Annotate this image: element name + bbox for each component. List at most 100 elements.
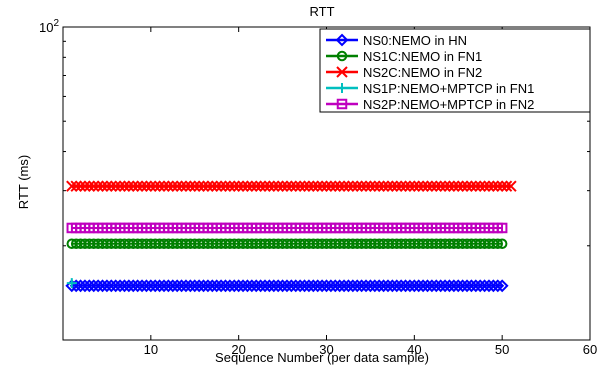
data-point xyxy=(188,279,202,293)
data-point xyxy=(211,180,223,192)
data-point xyxy=(105,180,118,192)
data-point xyxy=(162,180,175,192)
data-point xyxy=(241,279,254,293)
data-point xyxy=(486,279,500,293)
data-point xyxy=(328,279,342,293)
data-point xyxy=(201,279,215,293)
data-point xyxy=(350,279,364,293)
data-point xyxy=(131,180,144,192)
data-point xyxy=(153,279,167,293)
data-point xyxy=(127,180,139,192)
data-point xyxy=(324,279,338,293)
data-point xyxy=(166,279,180,293)
data-point xyxy=(140,180,153,192)
data-point xyxy=(347,180,359,192)
data-point xyxy=(171,180,183,192)
data-point xyxy=(123,180,135,192)
data-point xyxy=(368,279,382,293)
data-point xyxy=(469,279,483,293)
data-point xyxy=(284,279,298,293)
data-point xyxy=(135,279,149,293)
data-point xyxy=(91,279,105,293)
data-point xyxy=(443,180,456,192)
data-point xyxy=(241,180,254,192)
data-point xyxy=(377,279,391,293)
x-tick-label: 60 xyxy=(583,342,597,357)
data-point xyxy=(219,279,232,293)
series-0 xyxy=(65,279,509,293)
data-point xyxy=(373,180,385,192)
series-2 xyxy=(66,180,517,192)
data-point xyxy=(303,180,315,192)
data-point xyxy=(167,180,179,192)
legend-label: NS2C:NEMO in FN2 xyxy=(363,65,482,80)
data-point xyxy=(336,50,348,62)
data-point xyxy=(505,180,517,192)
data-point xyxy=(69,279,83,293)
x-tick-label: 50 xyxy=(495,342,509,357)
x-tick-label: 20 xyxy=(231,342,245,357)
legend-label: NS0:NEMO in HN xyxy=(363,33,467,48)
data-point xyxy=(148,279,162,293)
data-point xyxy=(412,279,426,293)
data-point xyxy=(390,279,404,293)
data-point xyxy=(271,279,285,293)
data-point xyxy=(483,180,495,192)
data-point xyxy=(307,180,320,192)
data-point xyxy=(315,279,329,293)
data-point xyxy=(66,278,77,289)
data-point xyxy=(183,279,197,293)
data-point xyxy=(429,279,443,293)
data-point xyxy=(280,279,294,293)
data-point xyxy=(372,279,386,293)
series-3 xyxy=(66,278,77,289)
data-point xyxy=(452,180,464,192)
data-point xyxy=(254,180,267,192)
data-point xyxy=(306,279,320,293)
data-point xyxy=(482,279,496,293)
data-point xyxy=(113,279,127,293)
data-point xyxy=(421,180,434,192)
data-point xyxy=(447,279,461,293)
y-tick-label: 102 xyxy=(39,18,59,35)
data-point xyxy=(215,180,227,192)
data-point xyxy=(496,238,508,250)
data-point xyxy=(109,180,122,192)
data-point xyxy=(439,180,451,192)
data-point xyxy=(184,180,197,192)
legend-label: NS1P:NEMO+MPTCP in FN1 xyxy=(363,81,534,96)
data-point xyxy=(219,180,232,192)
data-point xyxy=(157,279,171,293)
data-point xyxy=(364,180,377,192)
data-point xyxy=(333,279,347,293)
data-point xyxy=(87,279,101,293)
data-point xyxy=(83,180,96,192)
data-point xyxy=(285,180,298,192)
data-point xyxy=(413,180,425,192)
data-point xyxy=(245,279,259,293)
data-point xyxy=(491,279,505,293)
data-point xyxy=(337,83,347,93)
data-point xyxy=(500,180,513,192)
data-point xyxy=(456,180,469,192)
data-point xyxy=(179,279,193,293)
data-point xyxy=(228,180,240,192)
data-point xyxy=(337,279,351,293)
data-point xyxy=(246,180,258,192)
legend-label: NS1C:NEMO in FN1 xyxy=(363,49,482,64)
data-point xyxy=(298,279,311,293)
legend-item-2: NS2C:NEMO in FN2 xyxy=(326,65,482,80)
data-point xyxy=(336,98,348,110)
data-point xyxy=(465,279,478,293)
data-point xyxy=(394,279,408,293)
data-point xyxy=(342,279,355,293)
data-point xyxy=(74,180,87,192)
data-point xyxy=(114,180,126,192)
data-point xyxy=(88,180,100,192)
data-point xyxy=(298,180,311,192)
data-point xyxy=(145,180,157,192)
data-point xyxy=(206,180,219,192)
data-point xyxy=(193,180,205,192)
data-point xyxy=(78,279,92,293)
